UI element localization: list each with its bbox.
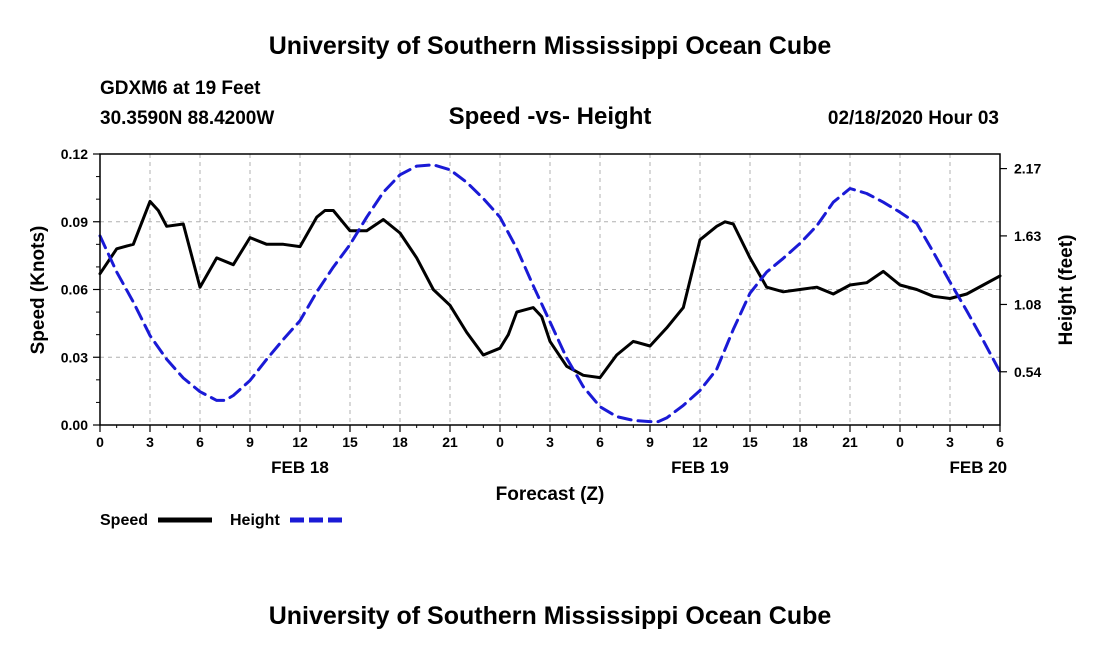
x-tick-label: 12 bbox=[292, 434, 308, 450]
x-tick-label: 6 bbox=[196, 434, 204, 450]
x-tick-label: 9 bbox=[646, 434, 654, 450]
x-tick-label: 9 bbox=[246, 434, 254, 450]
date-label: 02/18/2020 Hour 03 bbox=[828, 108, 999, 129]
x-tick-label: 15 bbox=[742, 434, 758, 450]
y-tick-label: 0.03 bbox=[61, 349, 88, 365]
x-tick-label: 6 bbox=[996, 434, 1004, 450]
x-tick-label: 18 bbox=[792, 434, 808, 450]
axes: 0 3 6 9 12 15 18 21 0 3 6 9 12 15 18 21 0 3 6 FEB 18 FEB 19 F… bbox=[61, 146, 1042, 477]
chart-title: Speed -vs- Height bbox=[449, 103, 652, 130]
legend: Speed Height bbox=[100, 512, 343, 529]
station-label: GDXM6 at 19 Feet bbox=[100, 78, 261, 99]
legend-height-label: Height bbox=[230, 512, 280, 529]
x-tick-label: 6 bbox=[596, 434, 604, 450]
y-axis-title: Speed (Knots) bbox=[28, 226, 49, 355]
y2-tick-label: 2.17 bbox=[1014, 161, 1041, 177]
x-tick-label: 12 bbox=[692, 434, 708, 450]
series-line-height bbox=[98, 163, 1002, 424]
x-tick-label: 0 bbox=[496, 434, 504, 450]
x-tick-label: 3 bbox=[946, 434, 954, 450]
x-tick-label: 0 bbox=[896, 434, 904, 450]
y2-tick-label: 0.54 bbox=[1014, 364, 1041, 380]
x-tick-label: 3 bbox=[546, 434, 554, 450]
date-label: FEB 20 bbox=[950, 458, 1008, 477]
x-tick-label: 0 bbox=[96, 434, 104, 450]
x-axis-title: Forecast (Z) bbox=[496, 484, 605, 505]
location-label: 30.3590N 88.4200W bbox=[100, 108, 274, 129]
x-tick-label: 18 bbox=[392, 434, 408, 450]
date-label: FEB 18 bbox=[271, 458, 329, 477]
x-tick-label: 3 bbox=[146, 434, 154, 450]
y-tick-label: 0.06 bbox=[61, 282, 88, 298]
y-tick-label: 0.12 bbox=[61, 146, 88, 162]
y2-tick-label: 1.08 bbox=[1014, 296, 1041, 312]
legend-speed-label: Speed bbox=[100, 512, 148, 529]
y2-tick-label: 1.63 bbox=[1014, 228, 1041, 244]
top-title: University of Southern Mississippi Ocean… bbox=[269, 32, 832, 60]
grid bbox=[100, 154, 1000, 425]
date-label: FEB 19 bbox=[671, 458, 729, 477]
x-tick-label: 21 bbox=[842, 434, 858, 450]
series-line-speed bbox=[98, 199, 1002, 380]
series-layer bbox=[98, 163, 1002, 424]
y2-axis-title: Height (feet) bbox=[1056, 235, 1077, 346]
bottom-title: University of Southern Mississippi Ocean… bbox=[269, 602, 832, 630]
y-tick-label: 0.00 bbox=[61, 417, 88, 433]
x-tick-label: 15 bbox=[342, 434, 358, 450]
x-tick-label: 21 bbox=[442, 434, 458, 450]
y-tick-label: 0.09 bbox=[61, 214, 88, 230]
